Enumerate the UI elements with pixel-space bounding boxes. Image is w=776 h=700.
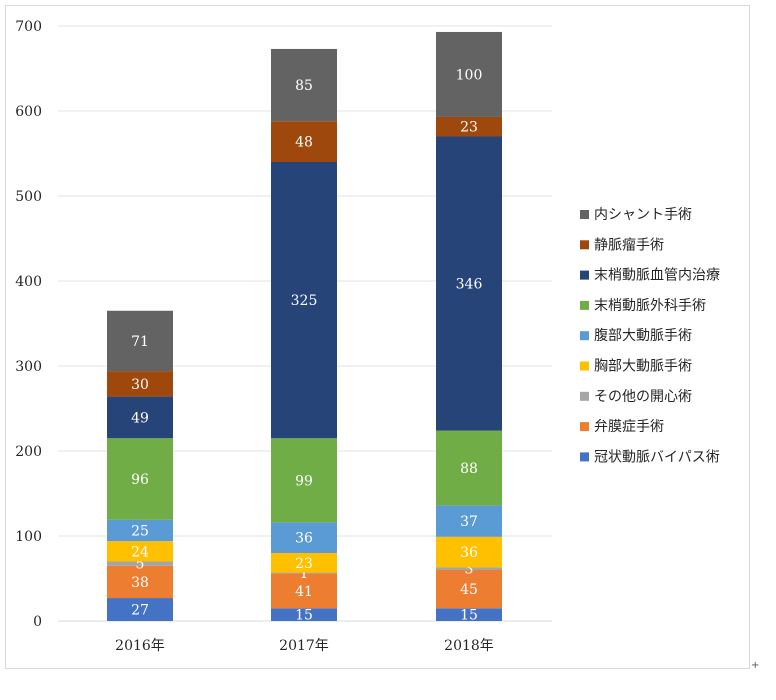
data-label: 23 [295,556,313,572]
legend-swatch [580,391,589,401]
resize-handle-icon[interactable]: + [751,660,760,671]
bar-segment [436,570,502,609]
bar-segment [271,608,337,621]
legend-swatch [580,210,589,219]
bar-segment [436,430,502,506]
data-label: 36 [295,531,313,547]
bar-segment [107,561,173,566]
data-label: 346 [456,277,483,293]
data-label: 5 [136,557,145,573]
bar-segment [107,438,173,520]
data-label: 71 [131,334,149,350]
bar-segment [436,116,502,137]
legend-swatch [580,422,589,432]
y-tick-label: 500 [15,189,42,205]
bar-segment [271,572,337,574]
bar-segment [271,162,337,439]
bar-segment [271,522,337,553]
data-label: 23 [460,120,478,136]
data-label: 36 [460,545,478,561]
y-tick-label: 400 [15,274,42,290]
bar-segment [436,136,502,431]
data-label: 49 [131,410,149,426]
data-label: 100 [456,67,483,83]
bar-segment [107,310,173,372]
data-label: 24 [131,544,149,560]
data-label: 325 [291,293,318,309]
legend-label: 静脈瘤手術 [594,236,664,253]
bar-segment [107,565,173,599]
legend-label: 弁膜症手術 [594,419,664,435]
bar-segment [107,541,173,562]
bar-segment [436,608,502,621]
x-tick-label: 2018年 [444,638,494,654]
y-axis: 0 100 200 300 400 500 600 700 [15,19,42,630]
data-label: 38 [131,575,149,591]
legend-label: 内シャント手術 [594,207,692,223]
y-tick-label: 300 [15,359,42,375]
data-label: 41 [295,584,313,600]
bar-segment [271,438,337,523]
data-label: 99 [295,473,313,489]
legend-label: 胸部大動脈手術 [594,359,692,375]
legend-label: 冠状動脈バイパス術 [594,449,720,465]
bar-segment [436,505,502,537]
bars: 2738524259649307115411233699325488515453… [107,31,502,624]
bar-segment [436,536,502,568]
data-label: 96 [131,472,149,488]
y-tick-label: 700 [15,19,42,35]
data-label: 3 [465,562,474,578]
data-label: 1 [300,566,309,582]
legend-swatch [580,361,589,371]
legend-swatch [580,452,589,462]
y-tick-label: 0 [33,614,42,630]
data-label: 30 [131,377,149,393]
data-label: 85 [295,78,313,94]
legend-label: 腹部大動脈手術 [594,327,692,344]
x-axis: 2016年 2017年 2018年 [115,638,494,654]
data-label: 15 [295,608,313,624]
legend-label: 末梢動脈外科手術 [594,298,706,314]
bar-segment [107,519,173,542]
data-label: 88 [460,461,478,477]
y-tick-label: 600 [15,104,42,120]
bar-segment [271,553,337,573]
bar-segment [436,567,502,570]
legend-swatch [580,331,589,341]
data-label: 27 [131,603,149,619]
bar-segment [271,121,337,162]
data-label: 37 [460,514,478,530]
data-label: 45 [460,582,478,598]
x-tick-label: 2017年 [279,638,329,654]
y-tick-label: 200 [15,444,42,460]
legend-swatch [580,300,589,310]
legend: 内シャント手術静脈瘤手術末梢動脈血管内治療末梢動脈外科手術腹部大動脈手術胸部大動… [580,207,720,465]
legend-swatch [580,240,589,250]
legend-label: その他の開心術 [594,389,692,405]
bar-segment [107,371,173,397]
bar-segment [107,598,173,621]
bar-segment [436,31,502,117]
legend-swatch [580,270,589,280]
data-label: 48 [295,135,313,151]
chart-frame: 0 100 200 300 400 500 600 700 27 38 5 24 25 96 49 30 71… [5,5,750,669]
legend-label: 末梢動脈血管内治療 [594,267,720,284]
bar-segment [271,573,337,609]
bar-segment [271,48,337,122]
data-label: 25 [131,523,149,539]
y-tick-label: 100 [15,529,42,545]
data-label: 15 [460,608,478,624]
x-tick-label: 2016年 [115,638,165,654]
bar-segment [107,396,173,439]
